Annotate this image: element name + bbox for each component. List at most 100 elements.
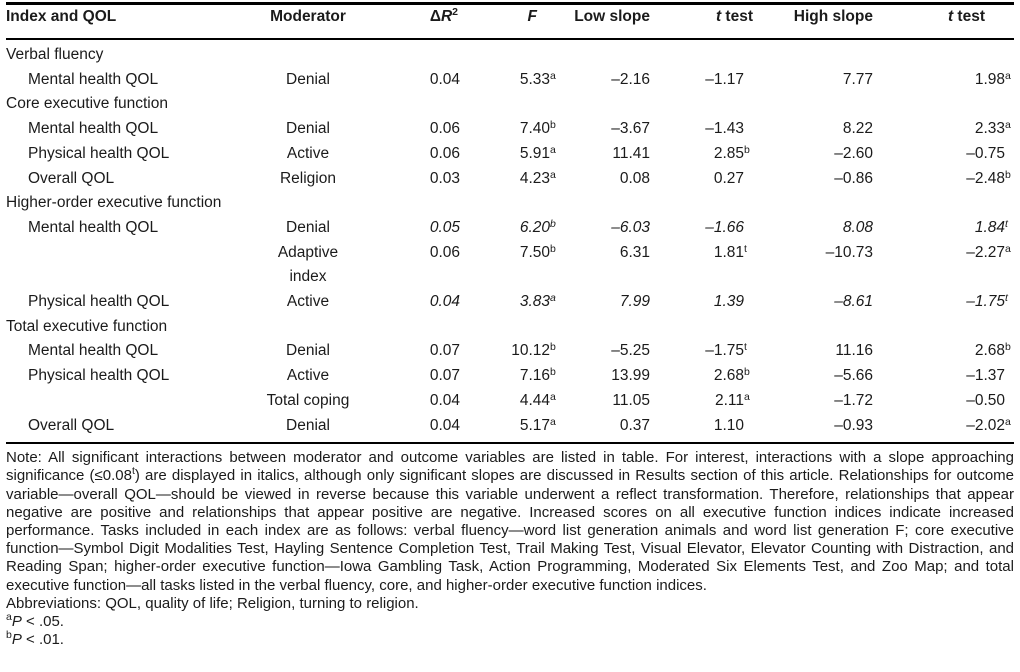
cell-low-slope: 6.31 bbox=[619, 243, 650, 261]
data-row: Mental health QOL Denial 0.07 10.12b –5.25 –1… bbox=[6, 339, 1014, 364]
cell-index: Mental health QOL bbox=[28, 342, 159, 360]
cell-t-test-low: –1.43 bbox=[705, 120, 744, 138]
cell-high-slope: –1.72 bbox=[834, 391, 873, 409]
cell-f: 7.40b bbox=[519, 119, 556, 138]
cell-t-test-low: 2.11a bbox=[714, 390, 750, 409]
col-header-t-test-high: t test bbox=[873, 2, 1014, 40]
cell-low-slope: 0.37 bbox=[619, 416, 650, 434]
cell-t-test-high: –0.75 bbox=[966, 144, 1005, 162]
col-header-f: F bbox=[460, 2, 559, 40]
cell-moderator: Denial bbox=[286, 342, 330, 360]
cell-f: 6.20b bbox=[519, 217, 556, 236]
cell-t-test-high: 1.98a bbox=[974, 69, 1011, 88]
table-note: Note: All significant interactions betwe… bbox=[6, 449, 1014, 594]
cell-delta-r2: 0.04 bbox=[429, 391, 460, 409]
results-table: Index and QOL Moderator ΔR2 F Low slope t tes… bbox=[6, 2, 1014, 445]
cell-t-test-high: –1.37 bbox=[966, 367, 1005, 385]
table-header-row: Index and QOL Moderator ΔR2 F Low slope t tes… bbox=[6, 2, 1014, 40]
cell-t-test-high: –2.27a bbox=[966, 242, 1011, 261]
cell-index: Physical health QOL bbox=[28, 293, 170, 311]
data-row: Physical health QOL Active 0.07 7.16b 13.99 2… bbox=[6, 364, 1014, 389]
table-body: Verbal fluency Mental health QOL Denial 0.0… bbox=[6, 39, 1014, 443]
col-header-low-slope: Low slope bbox=[559, 2, 650, 40]
cell-index: Mental health QOL bbox=[28, 70, 159, 88]
data-row: Total coping 0.04 4.44a 11.05 2.11a –1.72 –0.5… bbox=[6, 389, 1014, 414]
cell-index: Mental health QOL bbox=[28, 120, 159, 138]
abbreviations-note: Abbreviations: QOL, quality of life; Rel… bbox=[6, 594, 419, 612]
data-row: Physical health QOL Active 0.06 5.91a 11.41 2… bbox=[6, 142, 1014, 167]
cell-high-slope: –0.93 bbox=[834, 416, 873, 434]
cell-t-test-low: 0.27 bbox=[713, 169, 744, 187]
cell-delta-r2: 0.04 bbox=[429, 293, 460, 311]
cell-f: 4.44a bbox=[519, 390, 556, 409]
cell-moderator: Active bbox=[286, 367, 330, 385]
cell-t-test-low: 1.39 bbox=[713, 293, 744, 311]
cell-f: 5.17a bbox=[519, 415, 556, 434]
cell-high-slope: –8.61 bbox=[834, 293, 873, 311]
cell-low-slope: –3.67 bbox=[611, 120, 650, 138]
cell-delta-r2: 0.06 bbox=[429, 243, 460, 261]
cell-delta-r2: 0.03 bbox=[429, 169, 460, 187]
cell-high-slope: 11.16 bbox=[835, 342, 873, 360]
cell-moderator: Active bbox=[286, 144, 330, 162]
cell-moderator: Denial bbox=[286, 70, 330, 88]
col-header-delta-r2: ΔR2 bbox=[366, 2, 460, 40]
cell-moderator: Denial bbox=[286, 120, 330, 138]
section-row: Verbal fluency bbox=[6, 39, 1014, 68]
cell-f: 4.23a bbox=[519, 168, 556, 187]
cell-index bbox=[6, 389, 250, 414]
cell-high-slope: –2.60 bbox=[834, 144, 873, 162]
data-row: Physical health QOL Active 0.04 3.83a 7.99 1.… bbox=[6, 290, 1014, 315]
cell-moderator: Religion bbox=[279, 169, 336, 187]
cell-index: Overall QOL bbox=[28, 169, 115, 187]
section-label: Total executive function bbox=[6, 317, 168, 335]
cell-high-slope: 8.08 bbox=[842, 218, 873, 236]
cell-t-test-high: 1.84t bbox=[974, 217, 1008, 236]
cell-high-slope: –10.73 bbox=[825, 243, 873, 261]
cell-t-test-low: 2.68b bbox=[713, 366, 750, 385]
cell-moderator: Total coping bbox=[266, 391, 350, 409]
cell-f: 3.83a bbox=[519, 292, 556, 311]
col-header-t-test-low: t test bbox=[650, 2, 753, 40]
data-row: Adaptive index 0.06 7.50b 6.31 1.81t –10.73 –2.… bbox=[6, 241, 1014, 290]
cell-f: 7.16b bbox=[519, 366, 556, 385]
cell-t-test-high: –0.50 bbox=[966, 391, 1005, 409]
cell-low-slope: –5.25 bbox=[611, 342, 650, 360]
cell-t-test-high: –1.75t bbox=[966, 292, 1008, 311]
cell-moderator: Denial bbox=[286, 218, 330, 236]
cell-index bbox=[6, 241, 250, 290]
cell-delta-r2: 0.07 bbox=[429, 342, 460, 360]
section-label: Verbal fluency bbox=[6, 46, 104, 63]
col-header-index: Index and QOL bbox=[6, 2, 250, 40]
cell-delta-r2: 0.06 bbox=[429, 120, 460, 138]
cell-low-slope: 11.05 bbox=[612, 391, 650, 409]
cell-t-test-high: 2.33a bbox=[974, 119, 1011, 138]
cell-delta-r2: 0.06 bbox=[429, 144, 460, 162]
data-row: Overall QOL Denial 0.04 5.17a 0.37 1.10 –0.93 –… bbox=[6, 414, 1014, 444]
data-row: Overall QOL Religion 0.03 4.23a 0.08 0.27 –0.8… bbox=[6, 167, 1014, 192]
section-label: Core executive function bbox=[6, 95, 168, 113]
cell-f: 7.50b bbox=[519, 242, 556, 261]
col-header-high-slope: High slope bbox=[753, 2, 873, 40]
cell-high-slope: 8.22 bbox=[842, 120, 873, 138]
section-row: Total executive function bbox=[6, 315, 1014, 340]
cell-t-test-high: –2.48b bbox=[966, 168, 1011, 187]
cell-t-test-low: 2.85b bbox=[713, 143, 750, 162]
col-header-moderator: Moderator bbox=[250, 2, 366, 40]
cell-low-slope: 0.08 bbox=[619, 169, 650, 187]
cell-low-slope: 13.99 bbox=[611, 367, 650, 385]
cell-moderator: Active bbox=[286, 293, 330, 311]
cell-index: Physical health QOL bbox=[28, 367, 170, 385]
cell-t-test-high: –2.02a bbox=[966, 415, 1011, 434]
cell-moderator: Adaptive index bbox=[277, 243, 339, 286]
cell-low-slope: 11.41 bbox=[612, 144, 650, 162]
cell-t-test-low: –1.17 bbox=[705, 70, 744, 88]
section-row: Higher-order executive function bbox=[6, 191, 1014, 216]
cell-index: Overall QOL bbox=[28, 416, 115, 434]
cell-delta-r2: 0.05 bbox=[429, 218, 460, 236]
cell-t-test-low: –1.66 bbox=[705, 218, 744, 236]
cell-high-slope: 7.77 bbox=[842, 70, 873, 88]
cell-t-test-high: 2.68b bbox=[974, 341, 1011, 360]
section-label: Higher-order executive function bbox=[6, 194, 222, 212]
